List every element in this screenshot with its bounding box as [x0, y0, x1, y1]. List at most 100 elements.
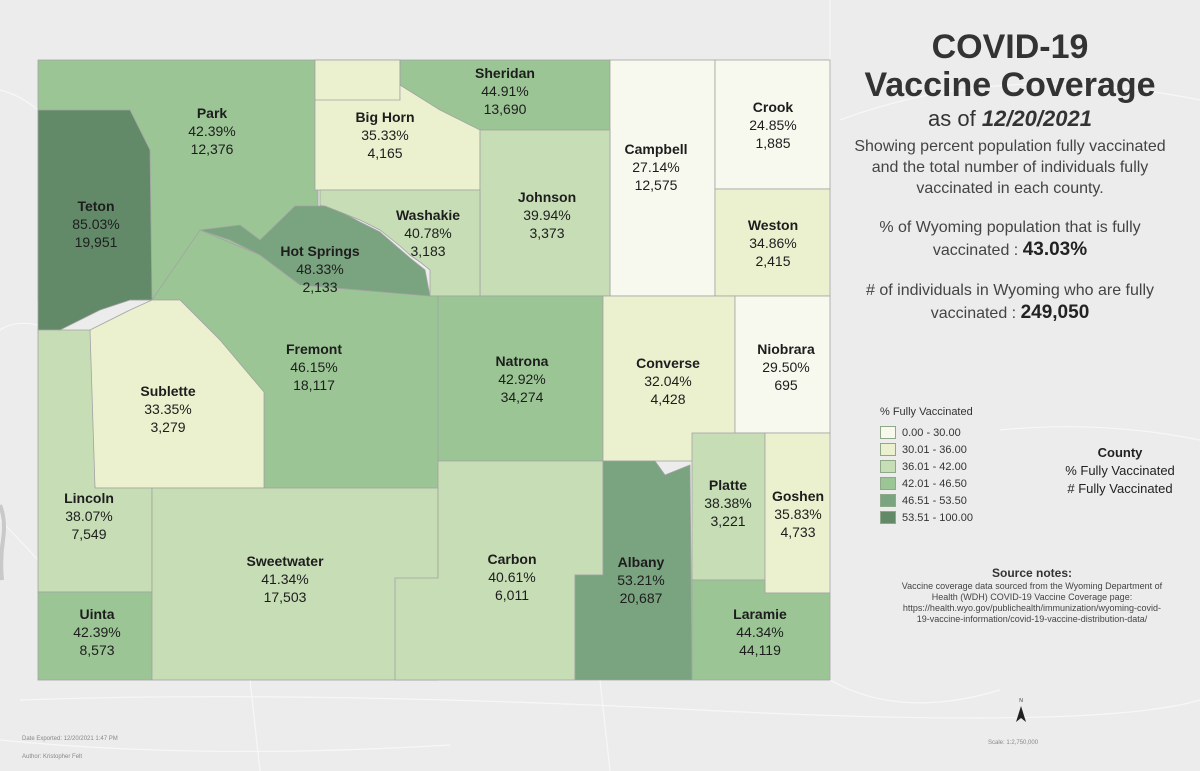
- legend-label: 53.51 - 100.00: [902, 511, 973, 524]
- county-percent: 39.94%: [523, 207, 571, 223]
- legend-label: 0.00 - 30.00: [902, 426, 961, 439]
- county-count: 6,011: [495, 587, 529, 603]
- county-name: Laramie: [733, 606, 787, 622]
- county-count: 3,279: [150, 419, 186, 435]
- legend-label: 30.01 - 36.00: [902, 443, 967, 456]
- legend-swatch: [880, 477, 896, 490]
- county-name: Platte: [708, 477, 748, 493]
- state-percent-stat: % of Wyoming population that is fully va…: [879, 219, 1141, 260]
- county-percent: 35.33%: [361, 127, 409, 143]
- county-label-washakie: Washakie 40.78% 3,183: [396, 206, 460, 260]
- county-label-natrona: Natrona 42.92% 34,274: [496, 352, 549, 406]
- source-text: Vaccine coverage data sourced from the W…: [901, 581, 1163, 624]
- map-title: COVID-19 Vaccine Coverage: [864, 28, 1156, 104]
- county-percent: 32.04%: [644, 373, 692, 389]
- county-name: Sublette: [140, 383, 196, 399]
- key-county: County: [1097, 445, 1143, 460]
- county-niobrara: [734, 295, 831, 434]
- county-percent: 40.78%: [404, 225, 452, 241]
- county-count: 12,376: [190, 141, 234, 157]
- legend-item: 46.51 - 53.50: [880, 492, 973, 509]
- state-percent-value: 43.03%: [1022, 239, 1088, 260]
- county-label-platte: Platte 38.38% 3,221: [704, 476, 751, 530]
- county-percent: 24.85%: [749, 117, 797, 133]
- county-name: Lincoln: [64, 490, 114, 506]
- county-count: 4,428: [650, 391, 686, 407]
- county-count: 44,119: [739, 642, 781, 658]
- county-name: Converse: [636, 355, 700, 371]
- county-count: 3,221: [710, 513, 746, 529]
- county-count: 3,183: [410, 243, 446, 259]
- county-name: Carbon: [487, 551, 537, 567]
- county-percent: 41.34%: [261, 571, 309, 587]
- legend-swatch: [880, 494, 896, 507]
- county-label-laramie: Laramie 44.34% 44,119: [733, 605, 787, 659]
- county-count: 3,373: [529, 225, 565, 241]
- scale-text: Scale: 1:2,750,000: [988, 740, 1039, 746]
- county-percent: 44.34%: [736, 624, 784, 640]
- county-count: 7,549: [71, 526, 107, 542]
- county-count: 4,165: [367, 145, 403, 161]
- county-count: 695: [774, 377, 798, 393]
- county-label-johnson: Johnson 39.94% 3,373: [518, 188, 576, 242]
- legend-item: 36.01 - 42.00: [880, 458, 973, 475]
- county-label-albany: Albany 53.21% 20,687: [617, 553, 664, 607]
- county-count: 34,274: [500, 389, 544, 405]
- county-label-carbon: Carbon 40.61% 6,011: [488, 550, 537, 604]
- county-hot-springs: [199, 205, 431, 297]
- county-name: Natrona: [495, 353, 549, 369]
- as-of-line: as of 12/20/2021: [928, 106, 1092, 131]
- county-percent: 33.35%: [144, 401, 192, 417]
- county-name: Big Horn: [355, 109, 415, 125]
- legend-label: 42.01 - 46.50: [902, 477, 967, 490]
- state-count-stat: # of individuals in Wyoming who are full…: [866, 282, 1154, 323]
- county-percent: 35.83%: [774, 506, 822, 522]
- county-count: 18,117: [293, 377, 335, 393]
- county-label-campbell: Campbell 27.14% 12,575: [624, 140, 687, 194]
- title-block: COVID-19 Vaccine Coverage as of 12/20/20…: [840, 28, 1180, 325]
- county-name: Park: [196, 105, 228, 121]
- county-percent: 27.14%: [632, 159, 680, 175]
- county-percent: 38.38%: [704, 495, 752, 511]
- county-johnson: [479, 129, 611, 297]
- county-label-sublette: Sublette 33.35% 3,279: [140, 382, 195, 436]
- legend-swatch: [880, 426, 896, 439]
- county-name: Crook: [752, 99, 794, 115]
- county-label-weston: Weston 34.86% 2,415: [748, 216, 798, 270]
- county-label-hot-springs: Hot Springs 48.33% 2,133: [280, 242, 359, 296]
- county-percent: 42.39%: [188, 123, 236, 139]
- county-percent: 40.61%: [488, 569, 536, 585]
- county-label-uinta: Uinta 42.39% 8,573: [73, 605, 120, 659]
- county-percent: 38.07%: [65, 508, 113, 524]
- as-of-date: 12/20/2021: [981, 106, 1092, 131]
- author: Author: Kristopher Felt: [22, 754, 83, 760]
- legend-swatch: [880, 460, 896, 473]
- county-label-goshen: Goshen 35.83% 4,733: [772, 487, 824, 541]
- county-name: Campbell: [624, 141, 688, 157]
- county-percent: 46.15%: [290, 359, 338, 375]
- key-count: # Fully Vaccinated: [1067, 481, 1173, 496]
- county-percent: 44.91%: [481, 83, 529, 99]
- county-laramie: [691, 579, 831, 681]
- county-count: 4,733: [780, 524, 816, 540]
- map-description: Showing percent population fully vaccina…: [854, 138, 1166, 197]
- north-arrow-icon: [1016, 706, 1026, 722]
- county-name: Goshen: [771, 488, 825, 504]
- county-goshen: [764, 432, 831, 594]
- state-count-value: 249,050: [1020, 302, 1090, 323]
- county-count: 13,690: [483, 101, 527, 117]
- county-label-crook: Crook 24.85% 1,885: [749, 98, 796, 152]
- county-count: 12,575: [634, 177, 678, 193]
- county-label-niobrara: Niobrara 29.50% 695: [757, 340, 815, 394]
- county-percent: 53.21%: [617, 572, 665, 588]
- county-percent: 34.86%: [749, 235, 797, 251]
- county-label-converse: Converse 32.04% 4,428: [636, 354, 700, 408]
- legend-item: 42.01 - 46.50: [880, 475, 973, 492]
- county-label-sweetwater: Sweetwater 41.34% 17,503: [246, 552, 323, 606]
- county-name: Fremont: [286, 341, 342, 357]
- county-name: Washakie: [395, 207, 461, 223]
- county-name: Hot Springs: [280, 243, 360, 259]
- legend-label: 36.01 - 42.00: [902, 460, 967, 473]
- county-name: Albany: [617, 554, 665, 570]
